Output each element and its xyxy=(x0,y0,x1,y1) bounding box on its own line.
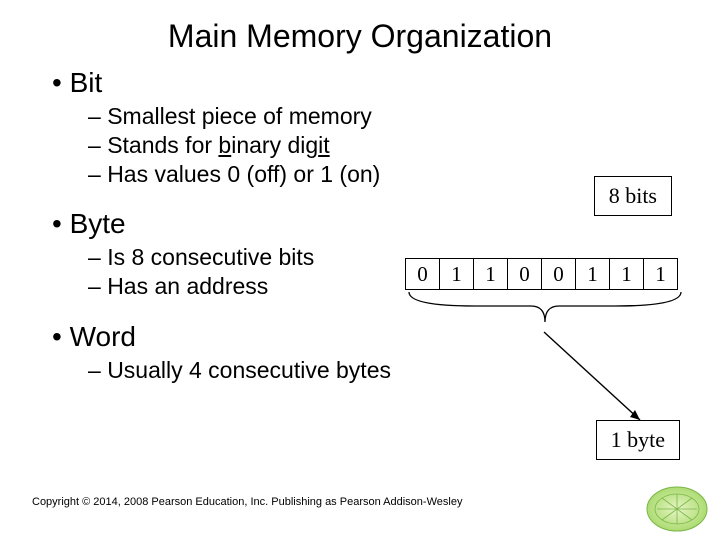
byte-cell: 1 xyxy=(439,258,474,290)
byte-cell: 0 xyxy=(405,258,440,290)
byte-cell: 1 xyxy=(473,258,508,290)
byte-diagram: 0 1 1 0 0 1 1 1 xyxy=(405,258,678,290)
bullet-byte: Byte xyxy=(52,206,686,241)
byte-cell: 0 xyxy=(541,258,576,290)
bit-sub-2: Stands for binary digit xyxy=(88,131,686,160)
copyright-text: Copyright © 2014, 2008 Pearson Education… xyxy=(32,496,462,508)
bullet-bit: Bit xyxy=(52,65,686,100)
bit-sub-1: Smallest piece of memory xyxy=(88,102,686,131)
slide-title: Main Memory Organization xyxy=(34,18,686,55)
byte-cell: 1 xyxy=(643,258,678,290)
byte-cell: 0 xyxy=(507,258,542,290)
lime-decoration xyxy=(635,467,710,532)
arrow-to-byte-label xyxy=(540,330,648,430)
byte-cell: 1 xyxy=(609,258,644,290)
one-byte-label: 1 byte xyxy=(596,420,680,460)
byte-cell: 1 xyxy=(575,258,610,290)
eight-bits-label: 8 bits xyxy=(594,176,672,216)
curly-brace xyxy=(405,290,685,332)
